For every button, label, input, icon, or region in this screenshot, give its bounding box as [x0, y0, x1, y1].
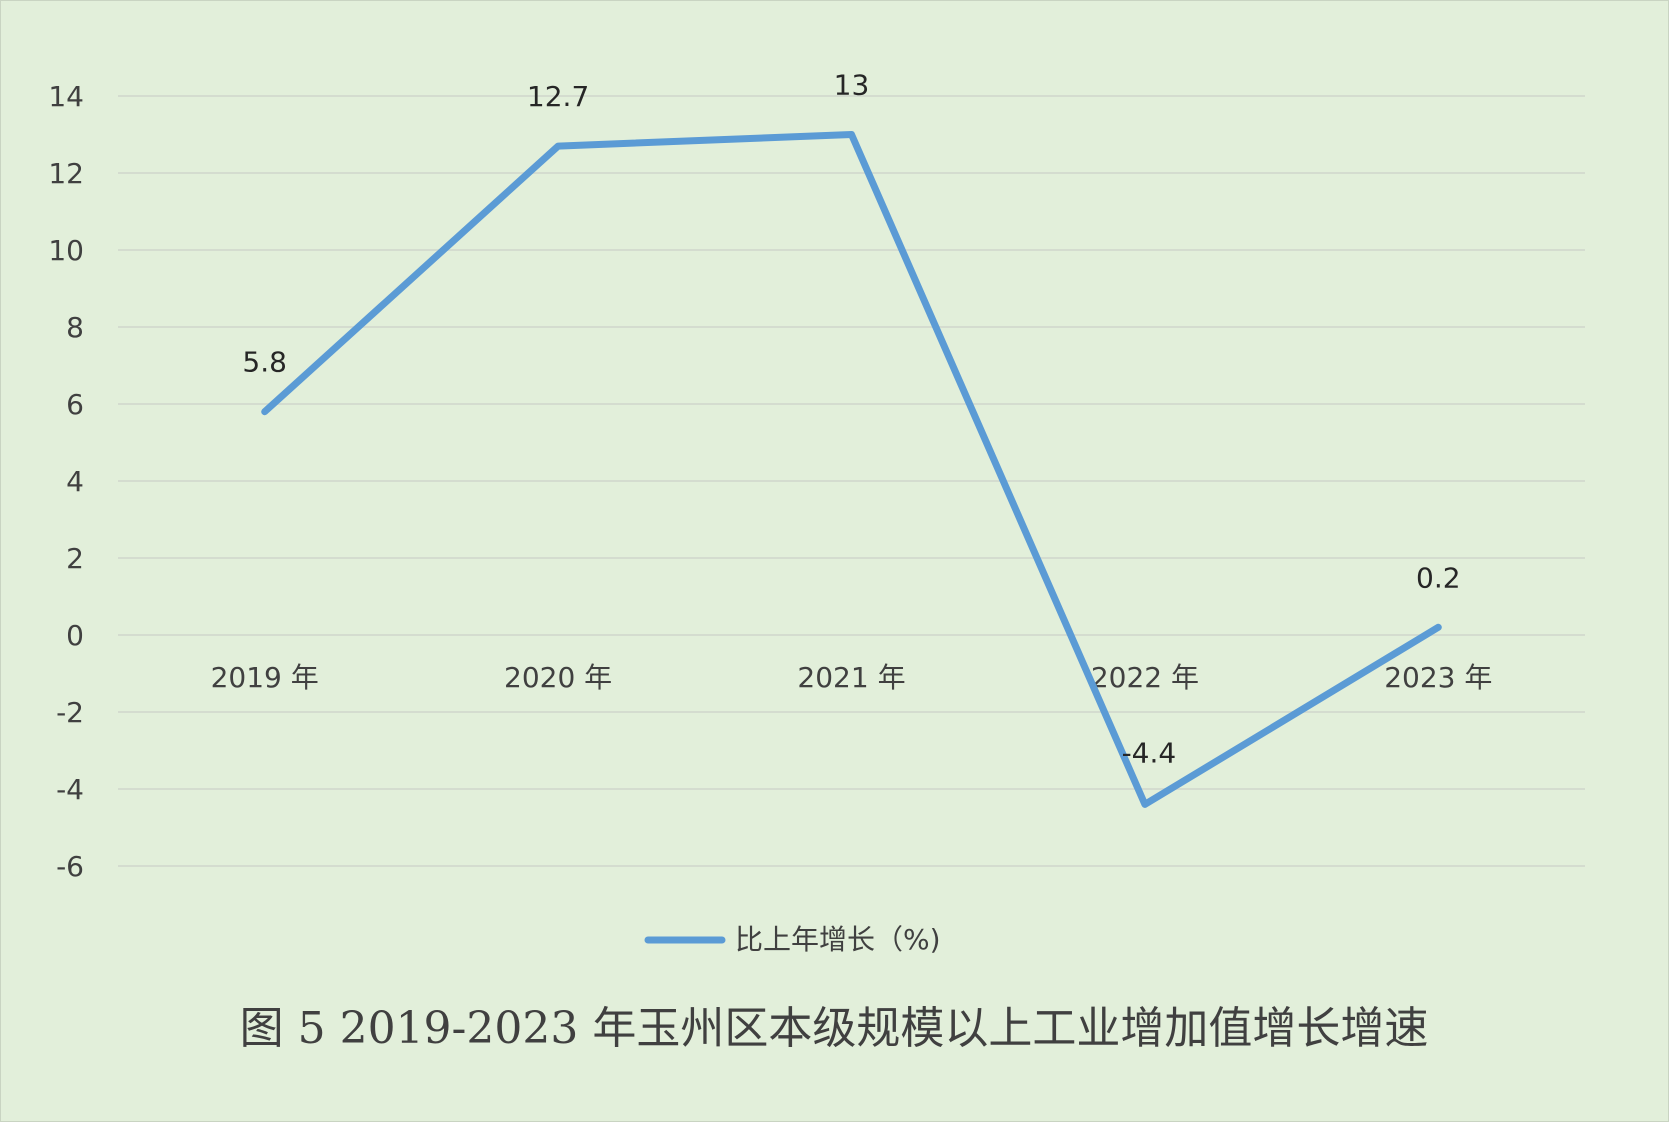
x-tick-label: 2023 年 [1384, 661, 1492, 694]
data-label: 12.7 [527, 80, 589, 113]
y-tick-label: -2 [56, 696, 84, 729]
x-tick-label: 2019 年 [211, 661, 319, 694]
y-tick-label: 10 [48, 234, 84, 267]
y-tick-label: 0 [66, 619, 84, 652]
legend-label: 比上年增长（%) [735, 923, 941, 956]
chart-title: 图 5 2019-2023 年玉州区本级规模以上工业增加值增长增速 [240, 1003, 1429, 1054]
data-label: -4.4 [1122, 736, 1177, 769]
y-axis-ticks: 14 12 10 8 6 4 2 0 -2 -4 -6 [48, 80, 84, 883]
legend: 比上年增长（%) [644, 923, 941, 956]
series-line [261, 131, 1442, 808]
y-tick-label: 2 [66, 542, 84, 575]
x-tick-label: 2022 年 [1091, 661, 1199, 694]
data-label: 5.8 [242, 346, 287, 379]
data-labels: 5.8 12.7 13 -4.4 0.2 [242, 69, 1460, 770]
data-label: 13 [834, 69, 870, 102]
y-tick-label: 12 [48, 157, 84, 190]
gridlines [118, 95, 1585, 867]
y-tick-label: 6 [66, 388, 84, 421]
y-tick-label: -6 [56, 850, 84, 883]
x-axis-labels: 2019 年 2020 年 2021 年 2022 年 2023 年 [211, 661, 1493, 694]
y-tick-label: 8 [66, 311, 84, 344]
x-tick-label: 2021 年 [797, 661, 905, 694]
y-tick-label: 14 [48, 80, 84, 113]
x-tick-label: 2020 年 [504, 661, 612, 694]
y-tick-label: -4 [56, 773, 84, 806]
y-tick-label: 4 [66, 465, 84, 498]
data-label: 0.2 [1416, 561, 1461, 594]
